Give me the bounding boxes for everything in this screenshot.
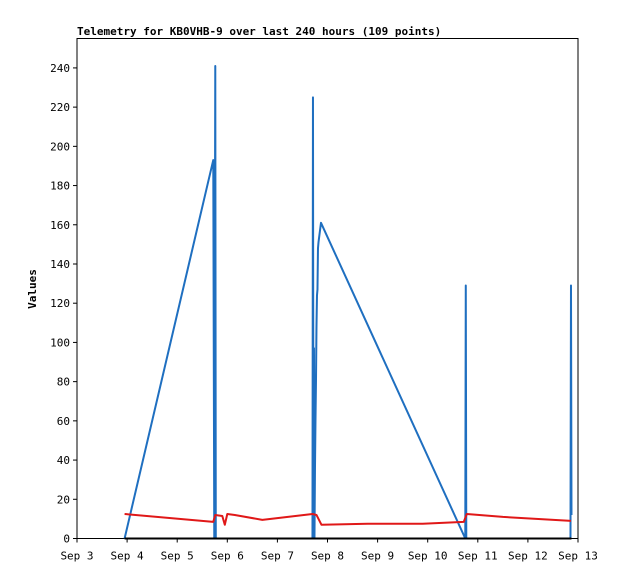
series-line-1 [124,512,572,526]
y-tick-label: 100 [50,336,70,349]
series-layer [123,64,573,540]
x-tick-label: Sep 8 [311,550,344,563]
chart-title: Telemetry for KB0VHB-9 over last 240 hou… [77,25,441,38]
x-axis-ticks: Sep 3 Sep 4 Sep 5 Sep 6 Sep 7 Sep 8 Sep 9 Sep 1… [60,538,598,563]
y-tick-label: 220 [50,101,70,114]
x-tick-label: Sep 9 [361,550,394,563]
y-axis-ticks: 0 20 40 60 80 100 120 140 160 180 200 220 240 [50,62,77,546]
y-tick-label: 120 [50,297,70,310]
x-tick-label: Sep 7 [261,550,294,563]
y-tick-label: 60 [57,415,70,428]
y-tick-label: 200 [50,140,70,153]
y-axis-label: Values [26,269,39,309]
x-tick-label: Sep 10 [408,550,448,563]
y-tick-label: 180 [50,180,70,193]
y-tick-label: 160 [50,219,70,232]
plot-area-frame [76,38,579,539]
x-tick-label: Sep 12 [508,550,548,563]
x-tick-label: Sep 4 [111,550,144,563]
y-tick-label: 140 [50,258,70,271]
x-tick-label: Sep 6 [211,550,244,563]
x-tick-label: Sep 5 [161,550,194,563]
y-tick-label: 40 [57,454,70,467]
x-tick-label: Sep 3 [60,550,93,563]
y-tick-label: 80 [57,376,70,389]
y-tick-label: 0 [63,533,70,546]
y-tick-label: 240 [50,62,70,75]
x-tick-label: Sep 11 [458,550,498,563]
x-tick-label: Sep 13 [558,550,598,563]
y-tick-label: 20 [57,493,70,506]
